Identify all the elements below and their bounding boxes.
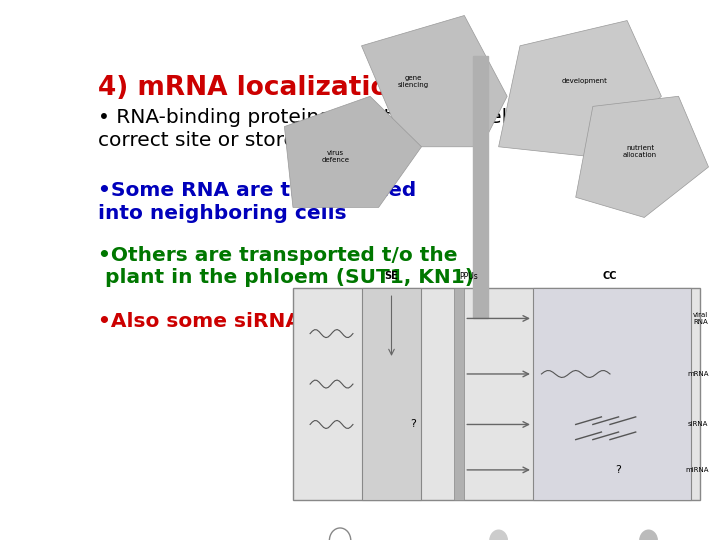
Text: development: development	[562, 78, 607, 84]
Text: mRNA: mRNA	[687, 371, 708, 377]
Text: •Some RNA are transported
into neighboring cells: •Some RNA are transported into neighbori…	[99, 181, 417, 223]
Polygon shape	[498, 21, 662, 157]
Text: virus
defence: virus defence	[322, 150, 350, 164]
Circle shape	[639, 530, 658, 540]
Polygon shape	[576, 96, 708, 218]
Text: siRNA: siRNA	[688, 421, 708, 428]
Text: 4) mRNA localization: 4) mRNA localization	[99, 75, 408, 101]
Bar	[293, 288, 700, 500]
Text: nutrient
allocation: nutrient allocation	[623, 145, 657, 158]
Bar	[361, 288, 421, 500]
Text: gene
silencing: gene silencing	[397, 75, 428, 87]
Text: •Also some siRNA & miRNA!: •Also some siRNA & miRNA!	[99, 312, 418, 331]
Text: •Others are transported t/o the
 plant in the phloem (SUT1, KN1): •Others are transported t/o the plant in…	[99, 246, 474, 287]
Bar	[533, 288, 691, 500]
Text: ?: ?	[410, 420, 416, 429]
Text: CC: CC	[603, 271, 617, 281]
Text: viral
RNA: viral RNA	[693, 312, 708, 325]
Text: ?: ?	[616, 465, 621, 475]
Polygon shape	[361, 16, 507, 147]
Bar	[473, 56, 488, 319]
Text: PPUs: PPUs	[459, 272, 478, 281]
Circle shape	[489, 530, 508, 540]
Text: miRNA: miRNA	[685, 467, 708, 473]
Polygon shape	[284, 96, 421, 207]
Bar	[454, 288, 464, 500]
Text: • RNA-binding proteins link it to cytoskeleton: bring it to
correct site or stor: • RNA-binding proteins link it to cytosk…	[99, 109, 665, 150]
Text: SE: SE	[384, 271, 398, 281]
